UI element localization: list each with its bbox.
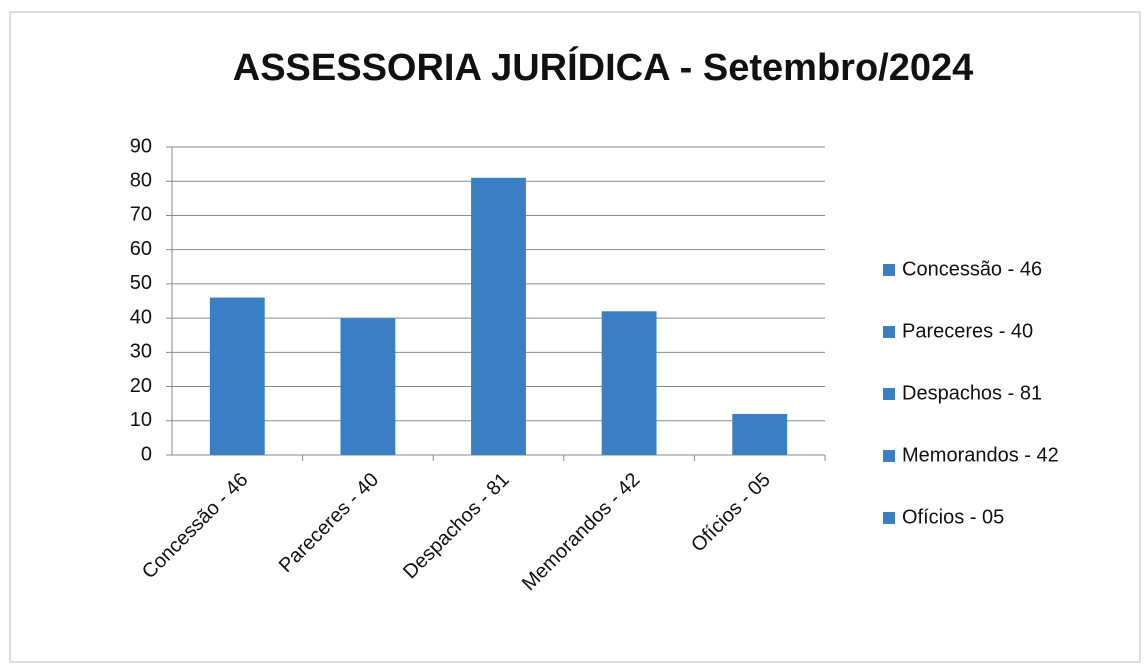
y-tick-label: 70 [130,204,152,226]
y-tick-label: 90 [130,135,152,157]
bar [340,318,396,455]
y-tick-label: 80 [130,170,152,192]
legend-label: Ofícios - 05 [902,506,1004,528]
legend-label: Despachos - 81 [902,382,1042,404]
y-tick-label: 50 [130,272,152,294]
bar [732,413,788,455]
chart-frame [9,11,1141,663]
legend-swatch [883,326,895,338]
y-tick-label: 30 [130,341,152,363]
y-tick-label: 60 [130,238,152,260]
legend-swatch [883,264,895,276]
y-tick-label: 0 [141,443,152,465]
bar [471,177,526,456]
legend-label: Concessão - 46 [902,258,1042,280]
legend-swatch [883,388,895,400]
legend-swatch [883,512,895,524]
legend-swatch [883,450,895,462]
chart-title: ASSESSORIA JURÍDICA - Setembro/2024 [233,45,974,89]
bar [209,297,265,455]
bar [601,311,657,455]
y-tick-label: 40 [130,306,152,328]
y-tick-label: 20 [130,375,152,397]
legend-label: Pareceres - 40 [902,320,1033,342]
y-tick-label: 10 [130,409,152,431]
legend-label: Memorandos - 42 [902,444,1059,466]
